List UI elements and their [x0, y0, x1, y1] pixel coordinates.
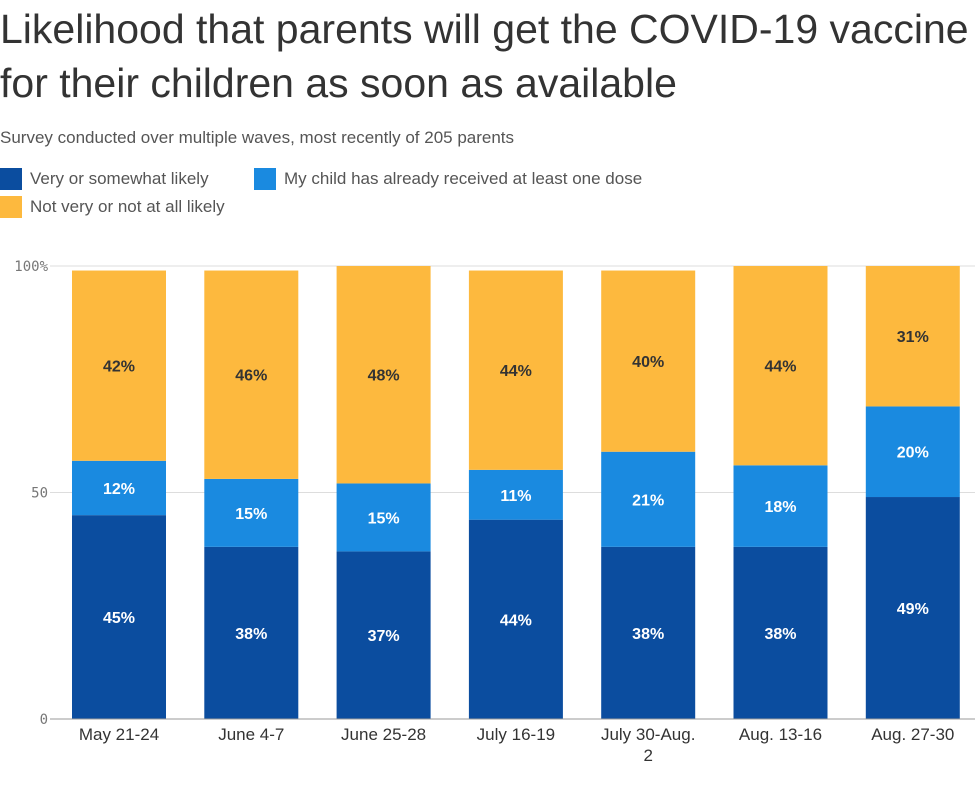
legend-item-very-likely: Very or somewhat likely — [0, 168, 209, 190]
bar-segment — [204, 270, 299, 479]
y-tick-label: 0 — [40, 712, 48, 728]
data-label: 31% — [897, 329, 929, 346]
data-label: 49% — [897, 601, 929, 618]
data-label: 18% — [764, 499, 796, 516]
data-label: 12% — [103, 481, 135, 498]
legend-label-very-likely: Very or somewhat likely — [30, 169, 209, 188]
bar-segment — [336, 551, 431, 719]
bar-segment — [733, 546, 828, 719]
data-label: 42% — [103, 359, 135, 376]
x-tick-label: Aug. 27-30 — [871, 725, 954, 744]
bar-segment — [468, 270, 563, 470]
legend-swatch-not-likely — [0, 196, 22, 218]
legend-label-not-likely: Not very or not at all likely — [30, 197, 225, 216]
data-label: 20% — [897, 445, 929, 462]
legend-swatch-already-received — [254, 168, 276, 190]
data-label: 45% — [103, 610, 135, 627]
data-label: 48% — [368, 368, 400, 385]
bar-segment — [336, 266, 431, 484]
data-label: 44% — [500, 612, 532, 629]
x-tick-label: Aug. 13-16 — [739, 725, 822, 744]
chart-subtitle: Survey conducted over multiple waves, mo… — [0, 128, 515, 147]
x-tick-label: May 21-24 — [79, 725, 159, 744]
bar-segment — [865, 266, 960, 407]
data-label: 38% — [632, 626, 664, 643]
x-tick-label: June 4-7 — [218, 725, 284, 744]
bar-segment — [72, 460, 166, 516]
x-tick-label: July 30-Aug. 2 — [601, 725, 696, 765]
x-tick-label: July 16-19 — [477, 725, 555, 744]
data-label: 15% — [235, 506, 267, 523]
data-label: 38% — [764, 626, 796, 643]
data-label: 46% — [235, 368, 267, 385]
bar-segment — [601, 270, 696, 452]
data-label: 11% — [500, 488, 531, 505]
bar-segment — [865, 497, 960, 719]
bar-segment — [468, 469, 563, 520]
bar-segment — [601, 451, 696, 547]
bar-segment — [468, 519, 563, 719]
data-label: 37% — [368, 628, 400, 645]
data-label: 44% — [764, 359, 796, 376]
y-tick-label: 100% — [14, 259, 48, 275]
bar-segment — [733, 465, 828, 547]
bar-segment — [733, 266, 828, 466]
bar-segment — [336, 483, 431, 552]
stacked-bar-chart: 0 50 100% 45% 12% 42% May 21-24 38% 15% 46% June 4… — [14, 259, 975, 765]
legend-swatch-very-likely — [0, 168, 22, 190]
data-label: 40% — [632, 354, 664, 371]
bar-segment — [72, 270, 166, 461]
x-tick-label: June 25-28 — [341, 725, 426, 744]
bar-segment — [72, 515, 166, 719]
bar-segment — [204, 478, 299, 547]
data-label: 21% — [632, 492, 664, 509]
chart-title: Likelihood that parents will get the COV… — [0, 6, 969, 106]
legend-item-already-received: My child has already received at least o… — [254, 168, 642, 190]
data-label: 44% — [500, 363, 532, 380]
data-label: 15% — [368, 510, 400, 527]
bar-segment — [204, 546, 299, 719]
bar-segment — [601, 546, 696, 719]
y-tick-label: 50 — [31, 486, 48, 502]
bar-segment — [865, 406, 960, 498]
legend-label-already-received: My child has already received at least o… — [284, 169, 643, 188]
data-label: 38% — [235, 626, 267, 643]
legend-item-not-likely: Not very or not at all likely — [0, 196, 225, 218]
